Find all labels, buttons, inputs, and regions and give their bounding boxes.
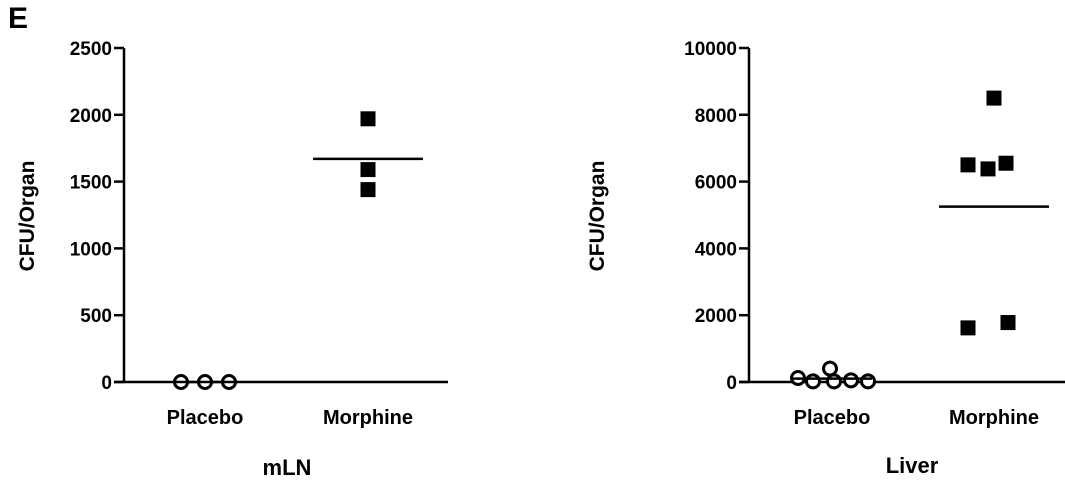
chart-2-category-label: Placebo [794,407,871,429]
chart-1-y-tick-label: 2500 [70,39,112,60]
chart-2-point-morphine [960,157,976,173]
chart-2-point-placebo [860,373,876,390]
chart-2-y-tick-label: 10000 [684,39,737,60]
chart-2-point-morphine [986,90,1002,106]
chart-2-point-placebo [843,372,859,389]
chart-1-y-tick-label: 1000 [70,239,112,260]
chart-1-y-axis-title: CFU/Organ [16,161,39,272]
panel-label: E [8,2,29,35]
chart-2-point-placebo [805,373,821,390]
chart-1-point-morphine [360,162,376,178]
chart-2-point-placebo [822,360,838,377]
chart-2-category-label: Morphine [949,407,1039,429]
chart-1-y-tick-label: 1500 [70,173,112,194]
chart-1-y-tick-label: 500 [80,306,112,327]
chart-1-point-morphine [360,111,376,127]
chart-2-y-tick-label: 6000 [695,173,737,194]
chart-2-y-axis-title: CFU/Organ [586,161,609,272]
chart-2-point-morphine [998,155,1014,171]
chart-2-point-morphine [1000,315,1016,331]
chart-1-y-tick-label: 0 [101,373,112,394]
chart-1-category-label: Morphine [323,407,413,429]
chart-1-point-morphine [360,182,376,198]
chart-2-point-morphine [980,161,996,177]
chart-2-y-tick-label: 4000 [695,239,737,260]
chart-2-y-tick-label: 8000 [695,106,737,127]
chart-1-x-axis-title: mLN [263,455,312,480]
chart-1-category-label: Placebo [167,407,244,429]
chart-2-y-tick-label: 0 [726,373,737,394]
chart-1-y-tick-label: 2000 [70,106,112,127]
chart-2-point-placebo [826,373,842,390]
chart-2-x-axis-title: Liver [886,453,939,478]
chart-2-point-morphine [960,320,976,336]
chart-2-y-tick-label: 2000 [695,306,737,327]
